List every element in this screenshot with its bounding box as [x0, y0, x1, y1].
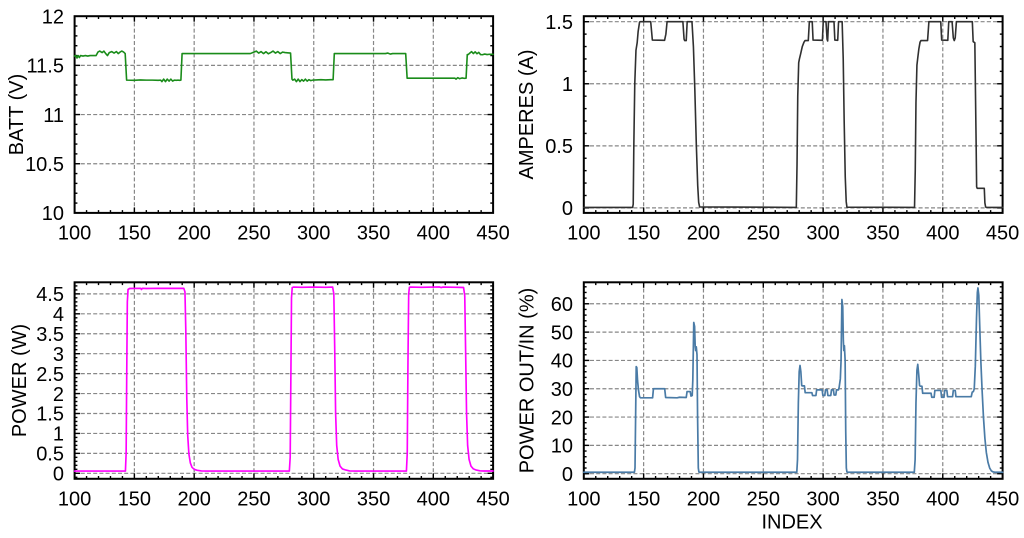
svg-text:100: 100 — [567, 488, 600, 510]
svg-text:200: 200 — [177, 223, 210, 245]
svg-text:12: 12 — [42, 6, 64, 28]
svg-text:POWER (W): POWER (W) — [9, 324, 31, 437]
svg-text:300: 300 — [806, 488, 839, 510]
svg-text:0.5: 0.5 — [545, 136, 573, 158]
svg-text:200: 200 — [687, 223, 720, 245]
svg-text:40: 40 — [551, 351, 573, 373]
svg-text:300: 300 — [806, 223, 839, 245]
svg-text:450: 450 — [476, 488, 509, 510]
svg-text:350: 350 — [357, 488, 390, 510]
svg-text:250: 250 — [237, 488, 270, 510]
svg-text:150: 150 — [627, 223, 660, 245]
svg-text:200: 200 — [687, 488, 720, 510]
svg-text:400: 400 — [417, 488, 450, 510]
svg-text:1: 1 — [562, 74, 573, 96]
svg-text:300: 300 — [297, 223, 330, 245]
svg-text:450: 450 — [476, 223, 509, 245]
svg-text:10: 10 — [42, 203, 64, 225]
svg-text:3.5: 3.5 — [36, 324, 64, 346]
svg-text:250: 250 — [237, 223, 270, 245]
svg-text:1.5: 1.5 — [36, 404, 64, 426]
svg-text:400: 400 — [926, 488, 959, 510]
svg-text:4.5: 4.5 — [36, 284, 64, 306]
svg-text:200: 200 — [177, 488, 210, 510]
svg-text:100: 100 — [58, 223, 91, 245]
svg-text:2: 2 — [53, 384, 64, 406]
svg-text:0: 0 — [562, 198, 573, 220]
svg-text:350: 350 — [866, 488, 899, 510]
svg-text:450: 450 — [986, 488, 1019, 510]
svg-text:450: 450 — [986, 223, 1019, 245]
svg-text:50: 50 — [551, 322, 573, 344]
svg-text:400: 400 — [926, 223, 959, 245]
svg-text:0.5: 0.5 — [36, 444, 64, 466]
svg-text:2.5: 2.5 — [36, 364, 64, 386]
svg-text:4: 4 — [53, 304, 64, 326]
svg-text:100: 100 — [567, 223, 600, 245]
svg-text:300: 300 — [297, 488, 330, 510]
svg-text:250: 250 — [747, 488, 780, 510]
svg-text:0: 0 — [53, 464, 64, 486]
svg-text:11: 11 — [43, 105, 64, 127]
svg-text:250: 250 — [747, 223, 780, 245]
svg-text:1: 1 — [53, 424, 64, 446]
svg-text:1.5: 1.5 — [545, 12, 573, 34]
svg-text:3: 3 — [53, 344, 64, 366]
svg-text:350: 350 — [866, 223, 899, 245]
svg-text:150: 150 — [118, 488, 151, 510]
svg-text:INDEX: INDEX — [761, 511, 822, 533]
svg-text:BATT (V): BATT (V) — [6, 74, 28, 155]
svg-text:150: 150 — [118, 223, 151, 245]
svg-text:AMPERES (A): AMPERES (A) — [516, 49, 538, 179]
svg-text:150: 150 — [627, 488, 660, 510]
svg-text:30: 30 — [551, 379, 573, 401]
svg-text:400: 400 — [417, 223, 450, 245]
svg-text:10.5: 10.5 — [25, 154, 64, 176]
svg-text:11.5: 11.5 — [27, 56, 64, 78]
svg-text:10: 10 — [551, 436, 573, 458]
svg-text:20: 20 — [551, 407, 573, 429]
svg-text:100: 100 — [58, 488, 91, 510]
svg-text:POWER OUT/IN (%): POWER OUT/IN (%) — [517, 288, 539, 474]
svg-text:350: 350 — [357, 223, 390, 245]
svg-text:0: 0 — [562, 464, 573, 486]
svg-text:60: 60 — [551, 294, 573, 316]
